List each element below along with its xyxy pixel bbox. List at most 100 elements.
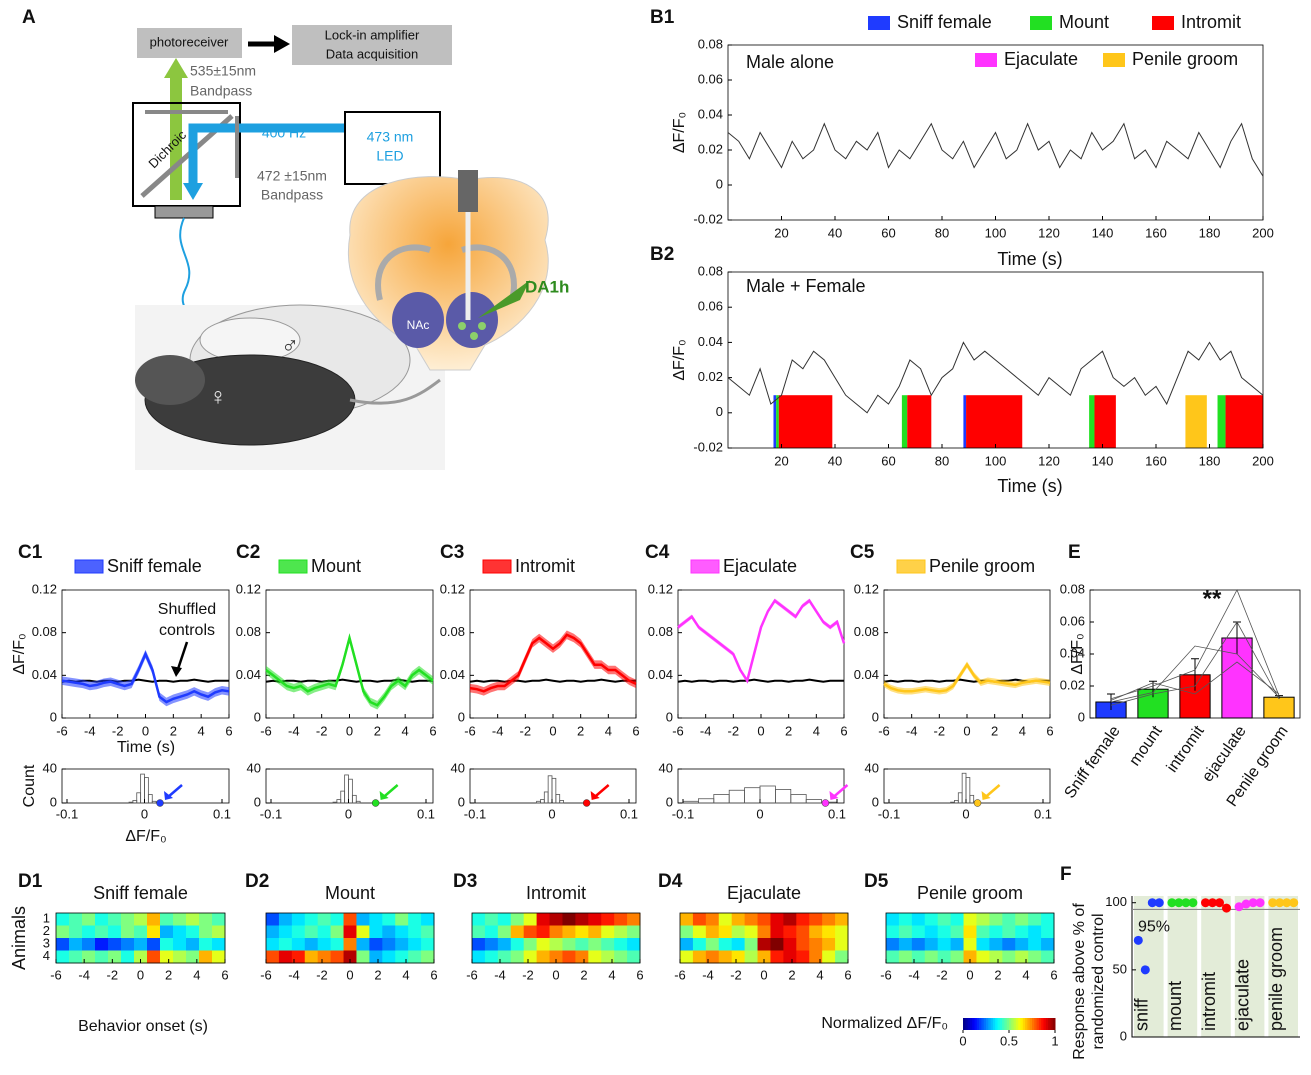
heatmap-cell: [886, 926, 899, 939]
neuron: [478, 322, 486, 330]
histogram-bar: [152, 801, 156, 803]
heatmap-cell: [951, 938, 964, 951]
neuron: [470, 332, 478, 340]
heatmap-cell: [783, 913, 796, 926]
x-tick-label: 4: [605, 723, 612, 738]
x-tick-label: 0: [142, 723, 149, 738]
panel-label: C3: [440, 542, 464, 563]
heatmap-cell: [575, 913, 588, 926]
histogram-bar: [133, 800, 137, 803]
y-tick-label: 0.12: [32, 581, 57, 596]
heatmap-cell: [147, 926, 161, 939]
y-axis-label: randomized control: [1090, 913, 1107, 1049]
heatmap-cell: [886, 913, 899, 926]
heatmap-cell: [745, 951, 758, 964]
frequency-label: 400 Hz: [262, 125, 306, 141]
histogram-bar: [966, 778, 970, 804]
heatmap-cell: [186, 926, 200, 939]
filter-label: Bandpass: [190, 83, 252, 99]
x-tick-label: 2: [785, 723, 792, 738]
panel-label: F: [1060, 864, 1072, 885]
colorbar-tick-label: 1: [1051, 1033, 1058, 1048]
heatmap-cell: [356, 926, 369, 939]
colorbar-label: Normalized ΔF/F₀: [821, 1015, 948, 1032]
heatmap-cell: [835, 951, 848, 964]
x-tick-label: -2: [522, 967, 534, 982]
heatmap-cell: [382, 926, 395, 939]
legend-label: Mount: [311, 556, 361, 576]
panel-label: E: [1068, 542, 1081, 563]
x-tick-label: 2: [374, 967, 381, 982]
x-axis-label: Behavior onset (s): [78, 1018, 208, 1035]
heatmap-cell: [925, 913, 938, 926]
heatmap-cell: [212, 951, 226, 964]
x-tick-label: 2: [374, 723, 381, 738]
y-tick-label: 0.06: [1060, 613, 1085, 628]
x-tick-label: 6: [429, 723, 436, 738]
filter-label: Bandpass: [261, 187, 323, 203]
heatmap-cell: [395, 926, 408, 939]
heatmap-cell: [266, 951, 279, 964]
heatmap-cell: [82, 938, 96, 951]
heatmap-cell: [719, 938, 732, 951]
behavior-interval: [1089, 395, 1094, 448]
x-tick-label: -2: [936, 967, 948, 982]
x-tick-label: 4: [1022, 967, 1029, 982]
y-axis-label: Response above % of: [1071, 903, 1088, 1060]
photoreceiver-label: photoreceiver: [150, 34, 229, 49]
heatmap-cell: [318, 926, 331, 939]
x-tick-label: 20: [774, 225, 788, 240]
heatmap-cell: [783, 926, 796, 939]
x-tick-label: -4: [702, 967, 714, 982]
heatmap-cell: [331, 913, 344, 926]
heatmap-cell: [356, 951, 369, 964]
heatmap-cell: [292, 913, 305, 926]
behavior-interval: [963, 395, 966, 448]
x-tick-label: -4: [84, 723, 96, 738]
x-tick-label: 4: [193, 967, 200, 982]
x-tick-label: -0.1: [878, 806, 900, 821]
x-tick-label: 80: [935, 453, 949, 468]
histogram-bar: [129, 802, 133, 803]
x-tick-label: -4: [700, 723, 712, 738]
heatmap-cell: [938, 951, 951, 964]
heatmap-title: Sniff female: [93, 883, 188, 903]
legend-swatch: [279, 560, 307, 573]
heatmap-cell: [745, 926, 758, 939]
legend-swatch: [691, 560, 719, 573]
x-tick-label: 0: [345, 806, 352, 821]
y-tick-label: 0.04: [648, 667, 673, 682]
y-tick-label: 0.12: [648, 581, 673, 596]
heatmap-cell: [899, 938, 912, 951]
y-tick-label: 0: [872, 709, 879, 724]
heatmap-cell: [421, 926, 434, 939]
annotation: Male alone: [746, 52, 834, 72]
heatmap-cell: [408, 951, 421, 964]
arrow-head: [183, 183, 203, 200]
heatmap-title: Mount: [325, 883, 375, 903]
histogram-bar: [540, 800, 544, 803]
y-tick-label: 0: [716, 404, 723, 419]
heatmap-cell: [758, 913, 771, 926]
behavior-interval: [907, 395, 931, 448]
x-tick-label: 2: [165, 967, 172, 982]
panel-a: A photoreceiver Lock-in amplifier Data a…: [22, 7, 569, 470]
heatmap-cell: [680, 938, 693, 951]
heatmap-cell: [899, 913, 912, 926]
heatmap-cell: [627, 926, 640, 939]
x-tick-label: 2: [991, 723, 998, 738]
heatmap-cell: [318, 938, 331, 951]
heatmap-cell: [56, 913, 70, 926]
heatmap-cell: [822, 926, 835, 939]
heatmap-cell: [305, 926, 318, 939]
heatmap-cell: [331, 951, 344, 964]
x-tick-label: -2: [520, 723, 532, 738]
heatmap-cell: [614, 913, 627, 926]
histogram-bar: [954, 800, 958, 803]
y-tick-label: 0.12: [854, 581, 879, 596]
heatmap-cell: [56, 926, 70, 939]
x-tick-label: 4: [1019, 723, 1026, 738]
heatmap-cell: [395, 938, 408, 951]
histogram-bar: [714, 795, 729, 804]
category-label: intromit: [1199, 972, 1219, 1031]
